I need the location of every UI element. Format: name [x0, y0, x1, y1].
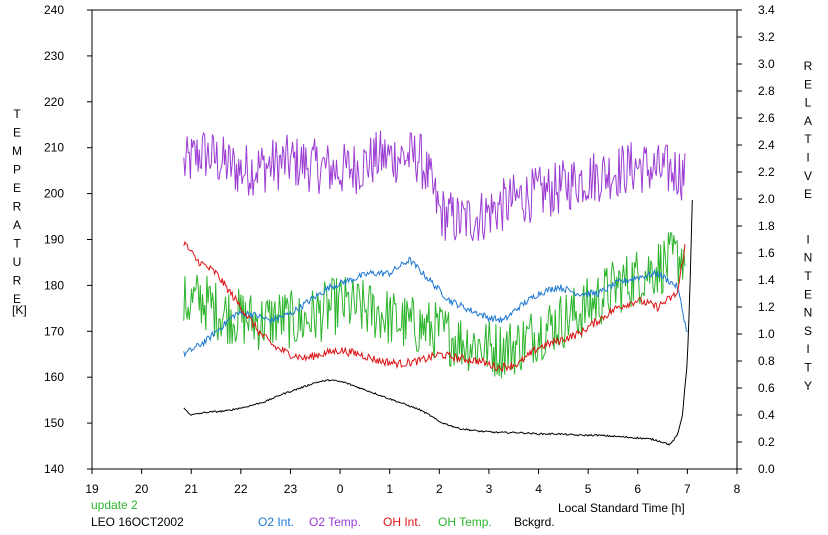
plot-frame [91, 9, 738, 470]
series-bckgrd [183, 199, 693, 446]
y-left-tick-label: 140 [44, 462, 64, 476]
x-tick-label: 20 [135, 482, 149, 496]
right-axis-letter: L [805, 96, 812, 110]
x-tick-label: 1 [386, 482, 393, 496]
x-axis-title: Local Standard Time [h] [558, 501, 685, 515]
y-right-tick-label: 2.8 [758, 84, 775, 98]
x-tick-label: 19 [85, 482, 99, 496]
x-tick-label: 2 [436, 482, 443, 496]
y-left-tick-label: 160 [44, 370, 64, 384]
x-tick-label: 23 [284, 482, 298, 496]
y-right-tick-label: 2.4 [758, 138, 775, 152]
legend-item: OH Temp. [438, 515, 492, 529]
right-axis-letter: E [804, 187, 812, 201]
right-axis-letter: S [804, 324, 812, 338]
series-layer [183, 130, 693, 446]
right-axis-letter: N [804, 306, 813, 320]
update-note: update 2 [91, 498, 138, 512]
right-axis-letter: T [804, 361, 812, 375]
y-left-tick-label: 240 [44, 3, 64, 17]
x-tick-label: 4 [535, 482, 542, 496]
x-tick-label: 7 [684, 482, 691, 496]
left-axis-letter: R [13, 200, 22, 214]
x-tick-label: 5 [585, 482, 592, 496]
left-axis-letter: A [13, 218, 21, 232]
y-right-tick-label: 1.0 [758, 327, 775, 341]
y-right-tick-label: 2.2 [758, 165, 775, 179]
legend: O2 Int. O2 Temp. OH Int. OH Temp. Bckgrd. [258, 515, 555, 529]
legend-item: O2 Temp. [309, 515, 361, 529]
right-axis-letter: T [804, 269, 812, 283]
series-o2-temp [183, 130, 686, 241]
x-tick-label: 22 [234, 482, 248, 496]
x-tick-label: 21 [185, 482, 199, 496]
left-axis-letter: E [13, 126, 21, 140]
y-right-tick-label: 1.4 [758, 273, 775, 287]
left-axis-letter: E [13, 292, 21, 306]
x-tick-label: 6 [634, 482, 641, 496]
right-axis-letter: A [804, 114, 812, 128]
y-left-tick-label: 200 [44, 187, 64, 201]
x-tick-label: 3 [486, 482, 493, 496]
y-left-tick-label: 150 [44, 416, 64, 430]
y-right-tick-label: 0.8 [758, 354, 775, 368]
y-right-tick-label: 3.4 [758, 3, 775, 17]
right-axis-letter: N [804, 251, 813, 265]
y-right-tick-label: 0.2 [758, 435, 775, 449]
right-axis-letter: E [804, 77, 812, 91]
right-axis-letter: I [806, 342, 809, 356]
left-axis-letter: U [13, 255, 22, 269]
y-right-tick-label: 1.2 [758, 300, 775, 314]
legend-item: O2 Int. [258, 515, 294, 529]
y-right-tick-label: 1.8 [758, 219, 775, 233]
series-o2-int [183, 256, 688, 358]
y-left-tick-label: 220 [44, 95, 64, 109]
series-oh-int [183, 240, 686, 372]
x-tick-label: 0 [337, 482, 344, 496]
right-axis-letter: I [806, 232, 809, 246]
right-axis-letter: I [806, 151, 809, 165]
y-left-tick-label: 170 [44, 324, 64, 338]
site-date: LEO 16OCT2002 [91, 515, 184, 529]
right-axis-letter: V [804, 169, 812, 183]
right-axis-letter: R [804, 59, 813, 73]
y-left-tick-label: 190 [44, 233, 64, 247]
left-axis-letter: T [13, 107, 21, 121]
axis-layer: 19 20 21 22 23 0 1 2 3 4 5 6 7 8140150160170180190200… [44, 3, 775, 496]
left-axis-letter: T [13, 237, 21, 251]
y-right-tick-label: 0.6 [758, 381, 775, 395]
legend-item: Bckgrd. [514, 515, 555, 529]
right-axis-letter: T [804, 132, 812, 146]
left-axis-unit: [K] [12, 303, 27, 317]
left-axis-letter: M [12, 144, 22, 158]
y-left-tick-label: 180 [44, 278, 64, 292]
y-right-tick-label: 1.6 [758, 246, 775, 260]
left-axis-letter: P [13, 163, 21, 177]
y-right-tick-label: 2.0 [758, 192, 775, 206]
right-axis-letter: Y [804, 379, 812, 393]
y-right-tick-label: 0.4 [758, 408, 775, 422]
y-right-tick-label: 2.6 [758, 111, 775, 125]
y-right-tick-label: 3.2 [758, 30, 775, 44]
legend-item: OH Int. [383, 515, 421, 529]
left-axis-letter: E [13, 181, 21, 195]
x-tick-label: 8 [734, 482, 741, 496]
y-right-tick-label: 3.0 [758, 57, 775, 71]
y-left-tick-label: 230 [44, 49, 64, 63]
y-right-tick-label: 0.0 [758, 462, 775, 476]
y-left-tick-label: 210 [44, 141, 64, 155]
series-oh-temp [183, 232, 686, 379]
right-axis-letter: E [804, 287, 812, 301]
left-axis-letter: R [13, 274, 22, 288]
